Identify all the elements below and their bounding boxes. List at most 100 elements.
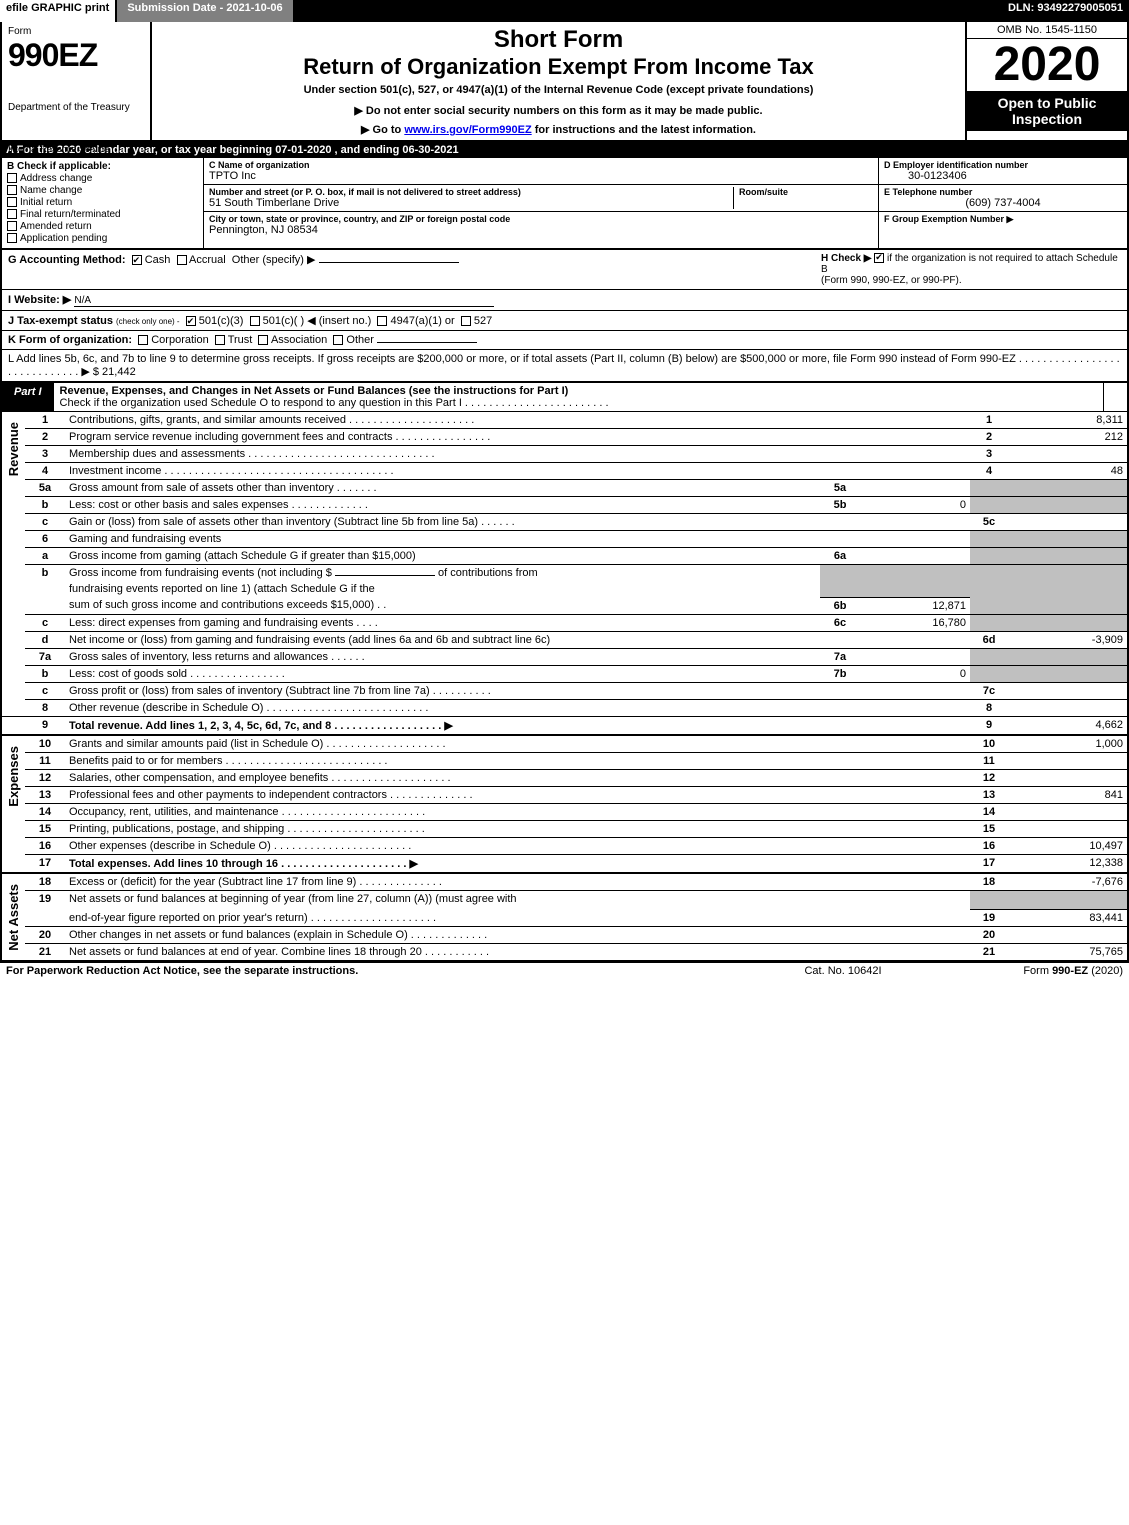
line-num: 10 <box>25 735 65 753</box>
line-num: c <box>25 514 65 531</box>
line-num: 11 <box>25 752 65 769</box>
table-row: b Less: cost of goods sold . . . . . . .… <box>1 665 1128 682</box>
check-final-return[interactable]: Final return/terminated <box>7 209 198 220</box>
line-desc: Less: cost of goods sold . . . . . . . .… <box>65 665 820 682</box>
line-num: c <box>25 614 65 631</box>
line-desc: Net assets or fund balances at beginning… <box>65 890 970 910</box>
addr-label: Number and street (or P. O. box, if mail… <box>209 187 733 197</box>
checkbox-527[interactable] <box>461 316 471 326</box>
table-row: 6 Gaming and fundraising events <box>1 531 1128 548</box>
check-address-change[interactable]: Address change <box>7 173 198 184</box>
checkbox-association[interactable] <box>258 335 268 345</box>
form-of-org-row: K Form of organization: Corporation Trus… <box>0 331 1129 350</box>
check-label: Application pending <box>20 233 107 244</box>
ein-row: D Employer identification number 30-0123… <box>879 158 1127 185</box>
result-val-shade <box>1008 548 1128 565</box>
form-footer-right: Form 990-EZ (2020) <box>943 965 1123 977</box>
header-right: OMB No. 1545-1150 2020 Open to Public In… <box>967 22 1127 140</box>
checkbox-501c3[interactable] <box>186 316 196 326</box>
result-num: 3 <box>970 446 1008 463</box>
table-row: 5a Gross amount from sale of assets othe… <box>1 480 1128 497</box>
sub-num: 5a <box>820 480 860 497</box>
table-row: 13 Professional fees and other payments … <box>1 786 1128 803</box>
result-num: 2 <box>970 429 1008 446</box>
result-val-shade <box>1008 565 1128 582</box>
assoc-label: Association <box>271 334 327 346</box>
527-label: 527 <box>474 315 492 327</box>
section-b-checks: B Check if applicable: Address change Na… <box>2 158 204 248</box>
sub-num: 6a <box>820 548 860 565</box>
table-row: Net Assets 18 Excess or (deficit) for th… <box>1 873 1128 891</box>
efile-graphic: GRAPHIC <box>31 2 85 14</box>
efile-print: print <box>85 2 109 14</box>
4947-label: 4947(a)(1) or <box>391 315 455 327</box>
line-desc: Other revenue (describe in Schedule O) .… <box>65 699 970 716</box>
line-desc: Gross income from gaming (attach Schedul… <box>65 548 820 565</box>
result-num-shade <box>970 890 1008 910</box>
checkbox-trust[interactable] <box>215 335 225 345</box>
result-val: 10,497 <box>1008 837 1128 854</box>
table-row: c Gross profit or (loss) from sales of i… <box>1 682 1128 699</box>
check-label: Initial return <box>20 197 72 208</box>
checkbox-cash[interactable] <box>132 255 142 265</box>
line-desc: sum of such gross income and contributio… <box>65 597 820 614</box>
checkbox-accrual[interactable] <box>177 255 187 265</box>
sub-val <box>860 648 970 665</box>
line-desc: Total revenue. Add lines 1, 2, 3, 4, 5c,… <box>65 716 970 735</box>
table-row: 3 Membership dues and assessments . . . … <box>1 446 1128 463</box>
table-row: end-of-year figure reported on prior yea… <box>1 910 1128 927</box>
irs-link[interactable]: www.irs.gov/Form990EZ <box>404 124 531 136</box>
check-application-pending[interactable]: Application pending <box>7 233 198 244</box>
sub-num: 7b <box>820 665 860 682</box>
part-i-check-line: Check if the organization used Schedule … <box>60 397 609 409</box>
table-row: a Gross income from gaming (attach Sched… <box>1 548 1128 565</box>
line-num: 16 <box>25 837 65 854</box>
website-row: I Website: ▶ N/A <box>0 290 1129 311</box>
table-row: 8 Other revenue (describe in Schedule O)… <box>1 699 1128 716</box>
line-num: 19 <box>25 890 65 927</box>
checkbox-icon <box>7 185 17 195</box>
checkbox-other-org[interactable] <box>333 335 343 345</box>
table-row: Expenses 10 Grants and similar amounts p… <box>1 735 1128 753</box>
table-row: 14 Occupancy, rent, utilities, and maint… <box>1 803 1128 820</box>
org-name: TPTO Inc <box>209 170 873 182</box>
result-num-shade <box>970 548 1008 565</box>
period-bar: A For the 2020 calendar year, or tax yea… <box>0 142 1129 158</box>
table-row: Revenue 1 Contributions, gifts, grants, … <box>1 412 1128 429</box>
efile-print-link[interactable]: efile GRAPHIC print <box>0 0 115 22</box>
result-num: 14 <box>970 803 1008 820</box>
6b-amount-line <box>335 575 435 576</box>
line-num: 13 <box>25 786 65 803</box>
sub-num: 5b <box>820 497 860 514</box>
c-label: C Name of organization <box>209 160 873 170</box>
line-num: 2 <box>25 429 65 446</box>
table-row: sum of such gross income and contributio… <box>1 597 1128 614</box>
sub-num-shade <box>820 565 860 598</box>
top-bar: efile GRAPHIC print Submission Date - 20… <box>0 0 1129 22</box>
sub-val: 0 <box>860 665 970 682</box>
line-num: 7a <box>25 648 65 665</box>
line-num: b <box>25 665 65 682</box>
paperwork-notice: For Paperwork Reduction Act Notice, see … <box>6 965 743 977</box>
checkbox-schedule-b[interactable] <box>874 253 884 263</box>
check-label: Final return/terminated <box>20 209 121 220</box>
other-org-line <box>377 342 477 343</box>
room-label: Room/suite <box>739 187 873 197</box>
checkbox-4947[interactable] <box>377 316 387 326</box>
checkbox-corporation[interactable] <box>138 335 148 345</box>
h-label: H Check ▶ <box>821 253 874 264</box>
checkbox-501c[interactable] <box>250 316 260 326</box>
entity-box: B Check if applicable: Address change Na… <box>0 158 1129 250</box>
table-row: 16 Other expenses (describe in Schedule … <box>1 837 1128 854</box>
result-num: 1 <box>970 412 1008 429</box>
result-num: 17 <box>970 854 1008 873</box>
line-desc: end-of-year figure reported on prior yea… <box>65 910 970 927</box>
check-name-change[interactable]: Name change <box>7 185 198 196</box>
city-label: City or town, state or province, country… <box>209 214 873 224</box>
check-label: Address change <box>20 173 92 184</box>
line-num: 20 <box>25 927 65 944</box>
check-initial-return[interactable]: Initial return <box>7 197 198 208</box>
check-amended-return[interactable]: Amended return <box>7 221 198 232</box>
result-num: 8 <box>970 699 1008 716</box>
gross-receipts-row: L Add lines 5b, 6c, and 7b to line 9 to … <box>0 350 1129 383</box>
